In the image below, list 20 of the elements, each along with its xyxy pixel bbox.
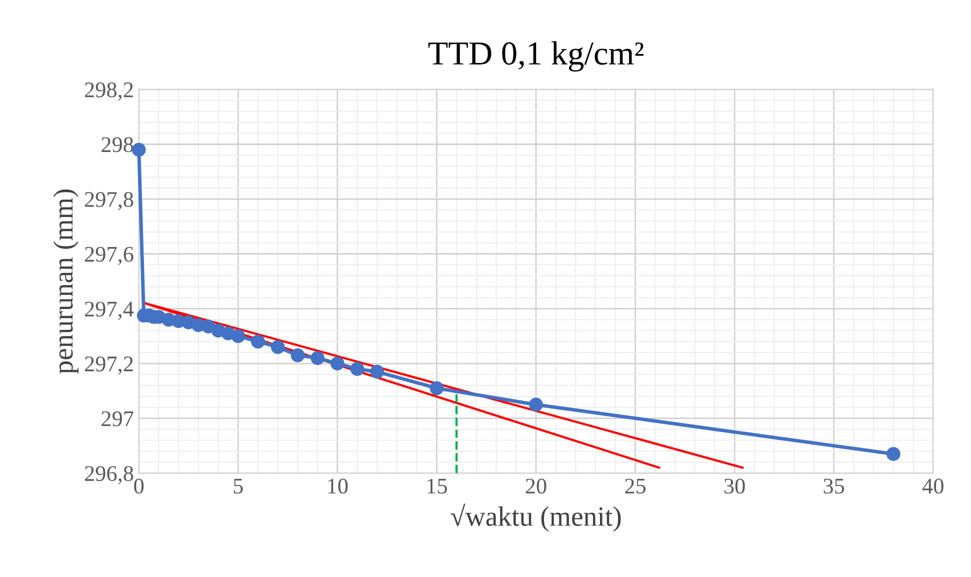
y-tick-label: 297,6 [84, 246, 134, 266]
x-tick-label: 20 [526, 478, 546, 494]
x-tick-label: 40 [922, 478, 944, 494]
y-tick-label: 296,8 [84, 466, 134, 484]
x-tick-label: 25 [625, 478, 646, 494]
y-axis-title: penurunan (mm) [53, 190, 78, 374]
y-tick-label: 297,8 [84, 192, 134, 210]
x-tick-label: 35 [824, 478, 844, 494]
y-tick-label: 297,2 [84, 356, 133, 375]
x-axis-title: √waktu (menit) [450, 504, 621, 532]
y-tick-label: 297 [102, 411, 134, 426]
x-tick-label: 10 [328, 478, 348, 494]
x-tick-label: 0 [134, 478, 144, 494]
x-tick-label: 30 [724, 478, 745, 494]
y-tick-label: 297,4 [84, 302, 134, 320]
y-tick-label: 298,2 [84, 82, 133, 101]
chart-title: TTD 0,1 kg/cm² [428, 41, 644, 72]
x-tick-label: 15 [428, 478, 447, 494]
x-tick-label: 5 [234, 478, 243, 494]
y-tick-label: 298 [102, 137, 134, 152]
